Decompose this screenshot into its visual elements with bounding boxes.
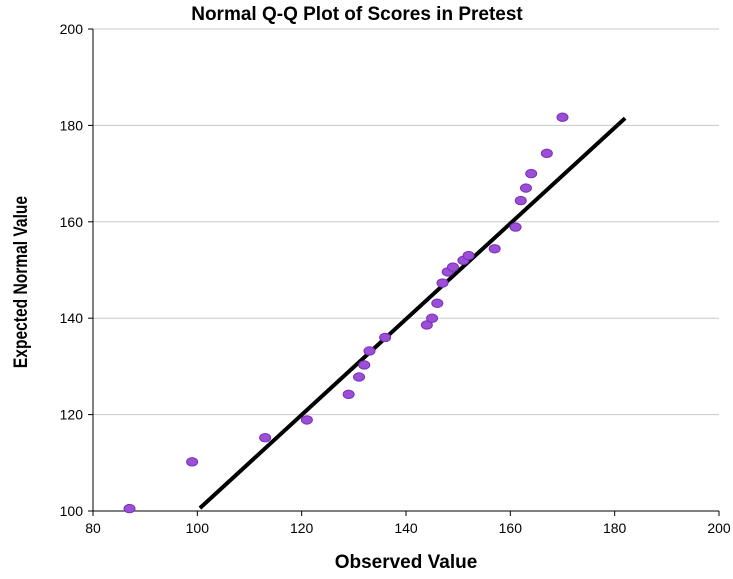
data-point [379,332,392,343]
data-point [426,313,439,323]
x-tick-label: 200 [707,520,731,536]
data-point [436,278,449,288]
y-tick-label: 120 [60,407,84,423]
data-point [420,320,433,330]
x-axis-title: Observed Value [335,552,478,573]
y-axis-title: Expected Normal Value [10,196,32,368]
data-point [358,360,371,370]
data-points [123,112,569,514]
data-point [488,244,501,254]
data-point [353,372,366,382]
data-point [259,433,272,443]
y-axis-ticks: 100 120 140 160 180 200 [60,21,93,519]
data-point [363,346,376,356]
data-point [431,298,444,308]
data-point [525,168,538,179]
x-tick-label: 100 [186,520,210,536]
data-point [462,250,475,261]
y-tick-label: 160 [60,214,84,230]
y-tick-label: 200 [60,21,84,37]
data-point [540,148,553,159]
data-point [519,183,532,193]
x-axis-ticks: 80 100 120 140 160 180 200 [85,511,731,536]
x-tick-label: 180 [603,520,627,536]
data-point [186,457,199,467]
chart-title: Normal Q-Q Plot of Scores in Pretest [191,4,523,25]
x-tick-label: 140 [394,520,418,536]
reference-line-group [198,116,627,510]
y-tick-label: 140 [60,310,84,326]
x-tick-label: 160 [499,520,523,536]
y-tick-label: 180 [60,117,84,133]
gridlines [93,28,719,512]
data-point [556,112,569,122]
x-tick-label: 80 [85,520,101,536]
data-point [446,262,459,272]
x-tick-label: 120 [290,520,314,536]
data-point [300,415,313,425]
data-point [514,195,527,206]
data-point [342,389,355,400]
y-tick-label: 100 [60,503,84,519]
data-point [123,503,136,514]
reference-line [198,116,627,510]
data-point [509,222,522,232]
axes [92,29,719,512]
